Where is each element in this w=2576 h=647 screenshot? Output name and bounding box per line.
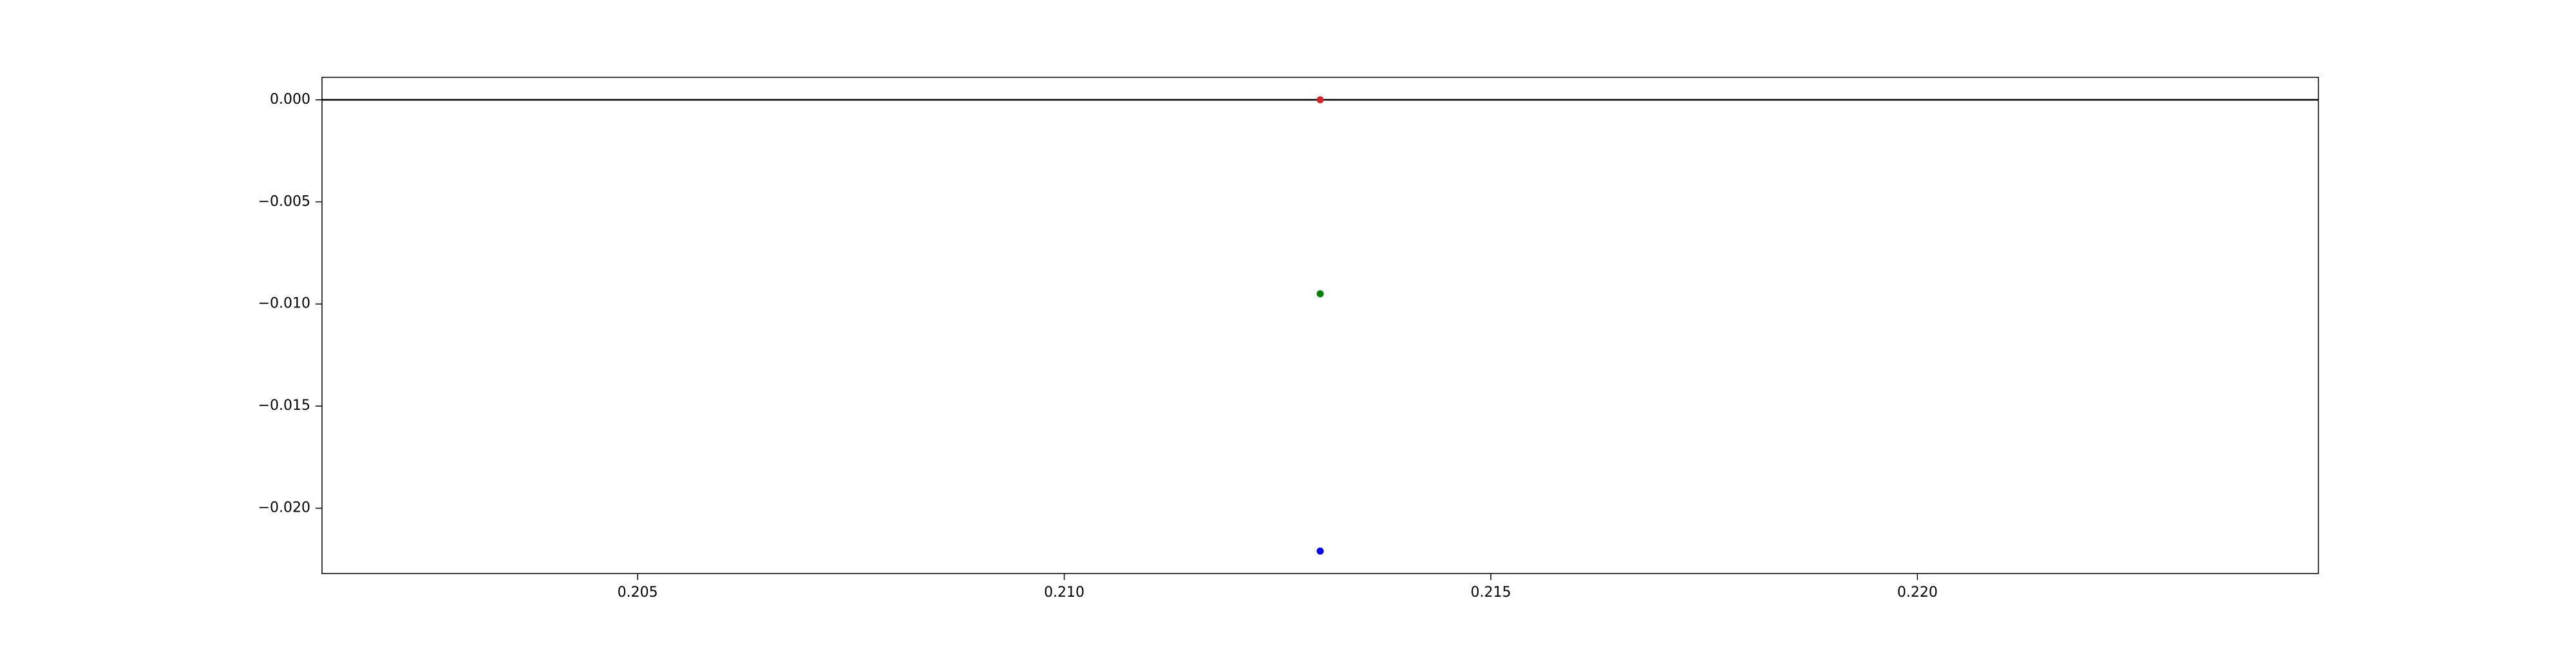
y-tick-label: −0.020 — [258, 500, 310, 516]
x-axis-ticks: 0.205 0.210 0.215 0.220 — [618, 574, 1938, 601]
x-tick-label: 0.210 — [1044, 584, 1084, 601]
data-points — [1316, 96, 1324, 555]
y-axis-ticks: 0.000 −0.005 −0.010 −0.015 −0.020 — [258, 92, 322, 516]
x-tick-label: 0.220 — [1897, 584, 1938, 601]
data-point — [1316, 547, 1324, 555]
y-tick-label: −0.010 — [258, 296, 310, 312]
plot-area-frame — [321, 77, 2319, 574]
y-tick-label: −0.015 — [258, 398, 310, 414]
data-point — [1316, 96, 1324, 104]
y-tick-label: −0.005 — [258, 193, 310, 209]
x-tick-label: 0.205 — [618, 584, 658, 601]
data-point — [1316, 290, 1324, 298]
x-tick-label: 0.215 — [1470, 584, 1511, 601]
y-tick-label: 0.000 — [270, 92, 310, 108]
